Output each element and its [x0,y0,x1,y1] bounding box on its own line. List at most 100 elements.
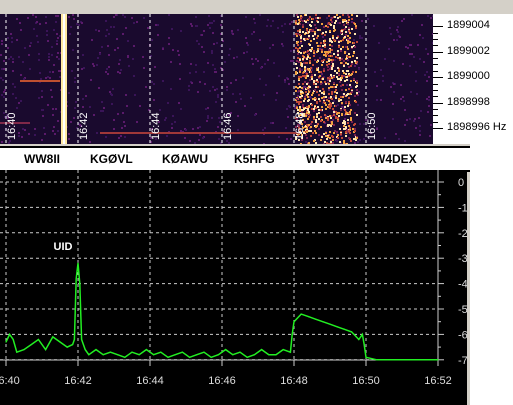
frequency-minor-tick [433,38,438,40]
signal-level-point [437,359,439,361]
frequency-label: 1899002 [447,44,490,57]
signal-level-point [217,354,219,356]
signal-level-point [79,283,81,285]
frequency-minor-tick [433,89,438,91]
frequency-minor-tick [433,64,438,66]
signal-level-point [300,313,302,315]
signal-level-point [253,354,255,356]
signal-level-point [153,354,155,356]
frequency-minor-tick [433,115,438,117]
frequency-tick [433,77,443,78]
x-tick-label: 16:50 [352,375,380,387]
frequency-label: 1898998 [447,95,490,108]
x-tick-label: 16:52 [424,375,452,387]
signal-level-point [75,277,77,280]
y-tick-label: 0 [458,177,464,189]
signal-level-point [282,349,284,351]
signal-level-point [167,356,169,358]
signal-level-point [246,356,248,358]
callsign-label: W4DEX [374,152,417,166]
frequency-tick [433,128,443,129]
y-tick-label: -20 [458,228,467,240]
x-tick-label: 16:42 [64,375,92,387]
signal-level-point [196,354,198,356]
signal-level-point [181,351,183,353]
callsign-label: WY3T [306,152,340,166]
x-tick-label: 16:46 [208,375,236,387]
signal-level-point [351,331,353,333]
signal-level-point [37,338,40,341]
signal-level-point [225,349,227,351]
signal-level-point [59,341,61,343]
signal-level-point [289,351,291,353]
x-tick-label: 16:44 [136,375,164,387]
frequency-minor-tick [433,32,438,34]
signal-level-point [174,354,176,356]
frequency-minor-tick [433,96,438,97]
signal-level-point [52,336,54,338]
signal-level-point [16,351,18,353]
signal-level-point [12,338,14,341]
waterfall-time-label: 16:40 [6,112,18,140]
frequency-minor-tick [433,121,438,123]
peak-annotation: UID [54,241,73,253]
frequency-tick [433,26,443,27]
signal-level-point [203,351,205,353]
signal-level-point [95,349,97,351]
signal-level-point [138,354,140,356]
signal-level-point [365,356,367,358]
signal-level-point [401,359,403,361]
signal-level-point [9,333,11,335]
signal-level-point [45,349,47,351]
callsign-label: KGØVL [90,152,133,166]
frequency-tick [433,102,443,104]
signal-level-point [361,333,363,335]
y-tick-label: -60 [458,329,467,341]
callsign-label: WW8II [24,152,60,166]
y-tick-label: -70 [458,355,467,367]
signal-level-point [358,338,360,341]
signal-level-point [336,326,338,328]
signal-level-point [23,349,25,351]
right-panel [470,144,513,405]
signal-level-point [189,356,191,358]
callsign-bar: WW8II KGØVL KØAWU K5HFG WY3T W4DEX [0,146,470,172]
signal-level-point [315,318,317,320]
level-chart: 0 -10 -20 -30 -40 -50 -60 -70 16:40 16:42 16:44 16:… [0,170,467,387]
frequency-minor-tick [433,58,438,59]
signal-level-point [363,343,365,346]
signal-level-point [131,351,133,353]
frequency-minor-tick [433,70,438,72]
signal-level-point [261,349,263,351]
signal-level-point [387,359,389,361]
frequency-tick [433,51,443,53]
signal-level-point [66,346,68,348]
frequency-minor-tick [433,83,438,85]
signal-level-point [81,338,83,341]
y-tick-label: -10 [458,202,467,214]
signal-level-point [329,323,331,325]
signal-level-point [376,359,378,361]
signal-level-point [5,341,7,343]
signal-level-point [160,351,162,353]
signal-level-point [88,354,90,356]
y-tick-label: -50 [458,304,467,316]
signal-level-point [84,349,86,351]
signal-level-point [117,354,119,356]
signal-level-point [343,328,345,330]
signal-level-point [322,321,324,323]
frequency-label: 1899004 [447,19,490,31]
signal-level-point [77,262,79,264]
frequency-minor-tick [433,45,438,46]
waterfall-time-label: 16:46 [222,112,234,140]
x-tick-label: 16:48 [280,375,308,387]
signal-level-point [239,351,241,353]
frequency-label: 1898996 Hz [447,121,507,133]
waterfall-time-label: 16:50 [366,112,378,140]
signal-level-point [275,354,277,356]
signal-level-point [124,356,126,358]
waterfall-time-label: 16:44 [150,112,162,140]
signal-level-point [102,354,104,356]
